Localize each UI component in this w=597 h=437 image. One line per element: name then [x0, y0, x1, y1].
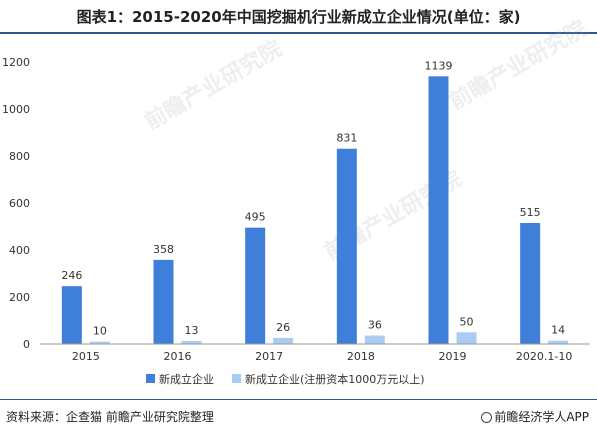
- bar-new-companies-large-capital: [548, 340, 569, 344]
- bar-new-companies: [428, 76, 449, 345]
- x-tick-label: 2015: [72, 350, 100, 363]
- bar-new-companies: [520, 222, 541, 344]
- y-tick-label: 600: [9, 197, 30, 210]
- y-tick-label: 1000: [2, 103, 30, 116]
- data-label: 495: [245, 211, 266, 224]
- source-note: 资料来源：企查猫 前瞻产业研究院整理: [6, 410, 214, 424]
- brand-text: 前瞻经济学人APP: [494, 410, 589, 424]
- legend-label: 新成立企业(注册资本1000万元以上): [245, 372, 425, 386]
- y-tick-label: 200: [9, 291, 30, 304]
- y-tick-label: 0: [23, 338, 30, 351]
- x-tick-label: 2016: [164, 350, 192, 363]
- legend: 新成立企业 新成立企业(注册资本1000万元以上): [146, 372, 425, 386]
- y-axis: 0 200 400 600 800 1000 1200: [2, 56, 30, 351]
- bar-new-companies: [336, 148, 357, 344]
- data-label: 1139: [425, 59, 453, 72]
- x-tick-label: 2017: [255, 350, 283, 363]
- y-tick-label: 400: [9, 244, 30, 257]
- x-tick-label: 2020.1-10: [516, 350, 572, 363]
- bars: 246 10 358 13 495 26 831 36 1139 50 515 14: [61, 59, 569, 345]
- bar-new-companies-large-capital: [364, 335, 385, 344]
- data-label: 36: [368, 319, 382, 332]
- bar-new-companies-large-capital: [456, 332, 477, 344]
- bar-new-companies-large-capital: [89, 341, 110, 344]
- data-label: 831: [336, 132, 357, 145]
- legend-swatch-large-capital: [232, 374, 241, 383]
- x-axis: 2015 2016 2017 2018 2019 2020.1-10: [40, 343, 590, 363]
- y-tick-label: 800: [9, 150, 30, 163]
- bar-new-companies: [153, 259, 174, 344]
- data-label: 14: [551, 324, 565, 337]
- legend-label: 新成立企业: [159, 372, 214, 386]
- data-label: 358: [153, 243, 174, 256]
- data-label: 10: [93, 325, 107, 338]
- watermark-text: 前瞻产业研究院: [445, 16, 591, 116]
- x-tick-label: 2018: [347, 350, 375, 363]
- legend-swatch-new-companies: [146, 374, 155, 383]
- data-label: 246: [61, 269, 82, 282]
- watermark-text: 前瞻产业研究院: [140, 36, 286, 136]
- data-label: 13: [185, 324, 199, 337]
- brand-label: 前瞻经济学人APP: [481, 408, 589, 425]
- x-tick-label: 2019: [439, 350, 467, 363]
- y-tick-label: 1200: [2, 56, 30, 69]
- bar-new-companies: [245, 227, 266, 344]
- bar-new-companies-large-capital: [181, 340, 202, 344]
- chart-title: 图表1：2015-2020年中国挖掘机行业新成立企业情况(单位：家): [76, 8, 521, 26]
- data-label: 515: [520, 206, 541, 219]
- title-rule: [0, 32, 597, 34]
- brand-logo-icon: [481, 412, 493, 423]
- data-label: 26: [276, 321, 290, 334]
- data-label: 50: [460, 315, 474, 328]
- bar-new-companies-large-capital: [273, 337, 294, 344]
- footer-rule: [0, 399, 597, 400]
- bar-new-companies: [61, 286, 82, 344]
